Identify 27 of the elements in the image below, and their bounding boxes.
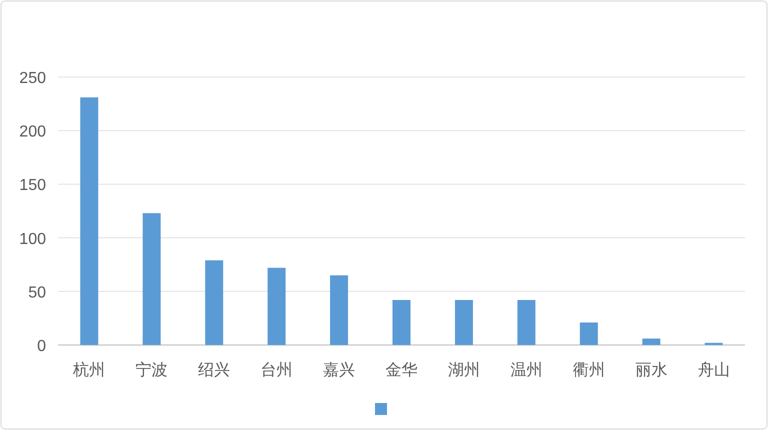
y-tick-label: 0 <box>37 338 46 355</box>
y-tick-label: 200 <box>19 124 46 141</box>
bar <box>80 97 98 345</box>
x-tick-label: 衢州 <box>572 361 605 379</box>
bar <box>205 260 224 345</box>
bar <box>642 338 660 345</box>
x-tick-label: 温州 <box>510 361 542 379</box>
bar <box>142 213 161 345</box>
bar <box>517 300 536 345</box>
x-tick-label: 湖州 <box>448 361 480 379</box>
y-tick-label: 100 <box>19 230 46 248</box>
x-tick-label: 嘉兴 <box>323 361 356 379</box>
x-tick-label: 金华 <box>386 361 418 379</box>
x-tick-label: 丽水 <box>635 361 668 379</box>
x-tick-label: 杭州 <box>72 361 106 379</box>
bar <box>392 300 410 345</box>
x-tick-label: 舟山 <box>698 361 730 379</box>
x-tick-label: 台州 <box>260 361 293 379</box>
bar <box>268 268 286 345</box>
x-tick-label: 绍兴 <box>198 361 230 379</box>
bar <box>330 275 348 345</box>
y-tick-label: 50 <box>28 284 46 302</box>
y-tick-label: 150 <box>19 177 46 194</box>
bar <box>580 322 598 345</box>
bar <box>454 300 473 345</box>
y-tick-label: 250 <box>19 70 46 87</box>
x-tick-label: 宁波 <box>136 361 168 379</box>
